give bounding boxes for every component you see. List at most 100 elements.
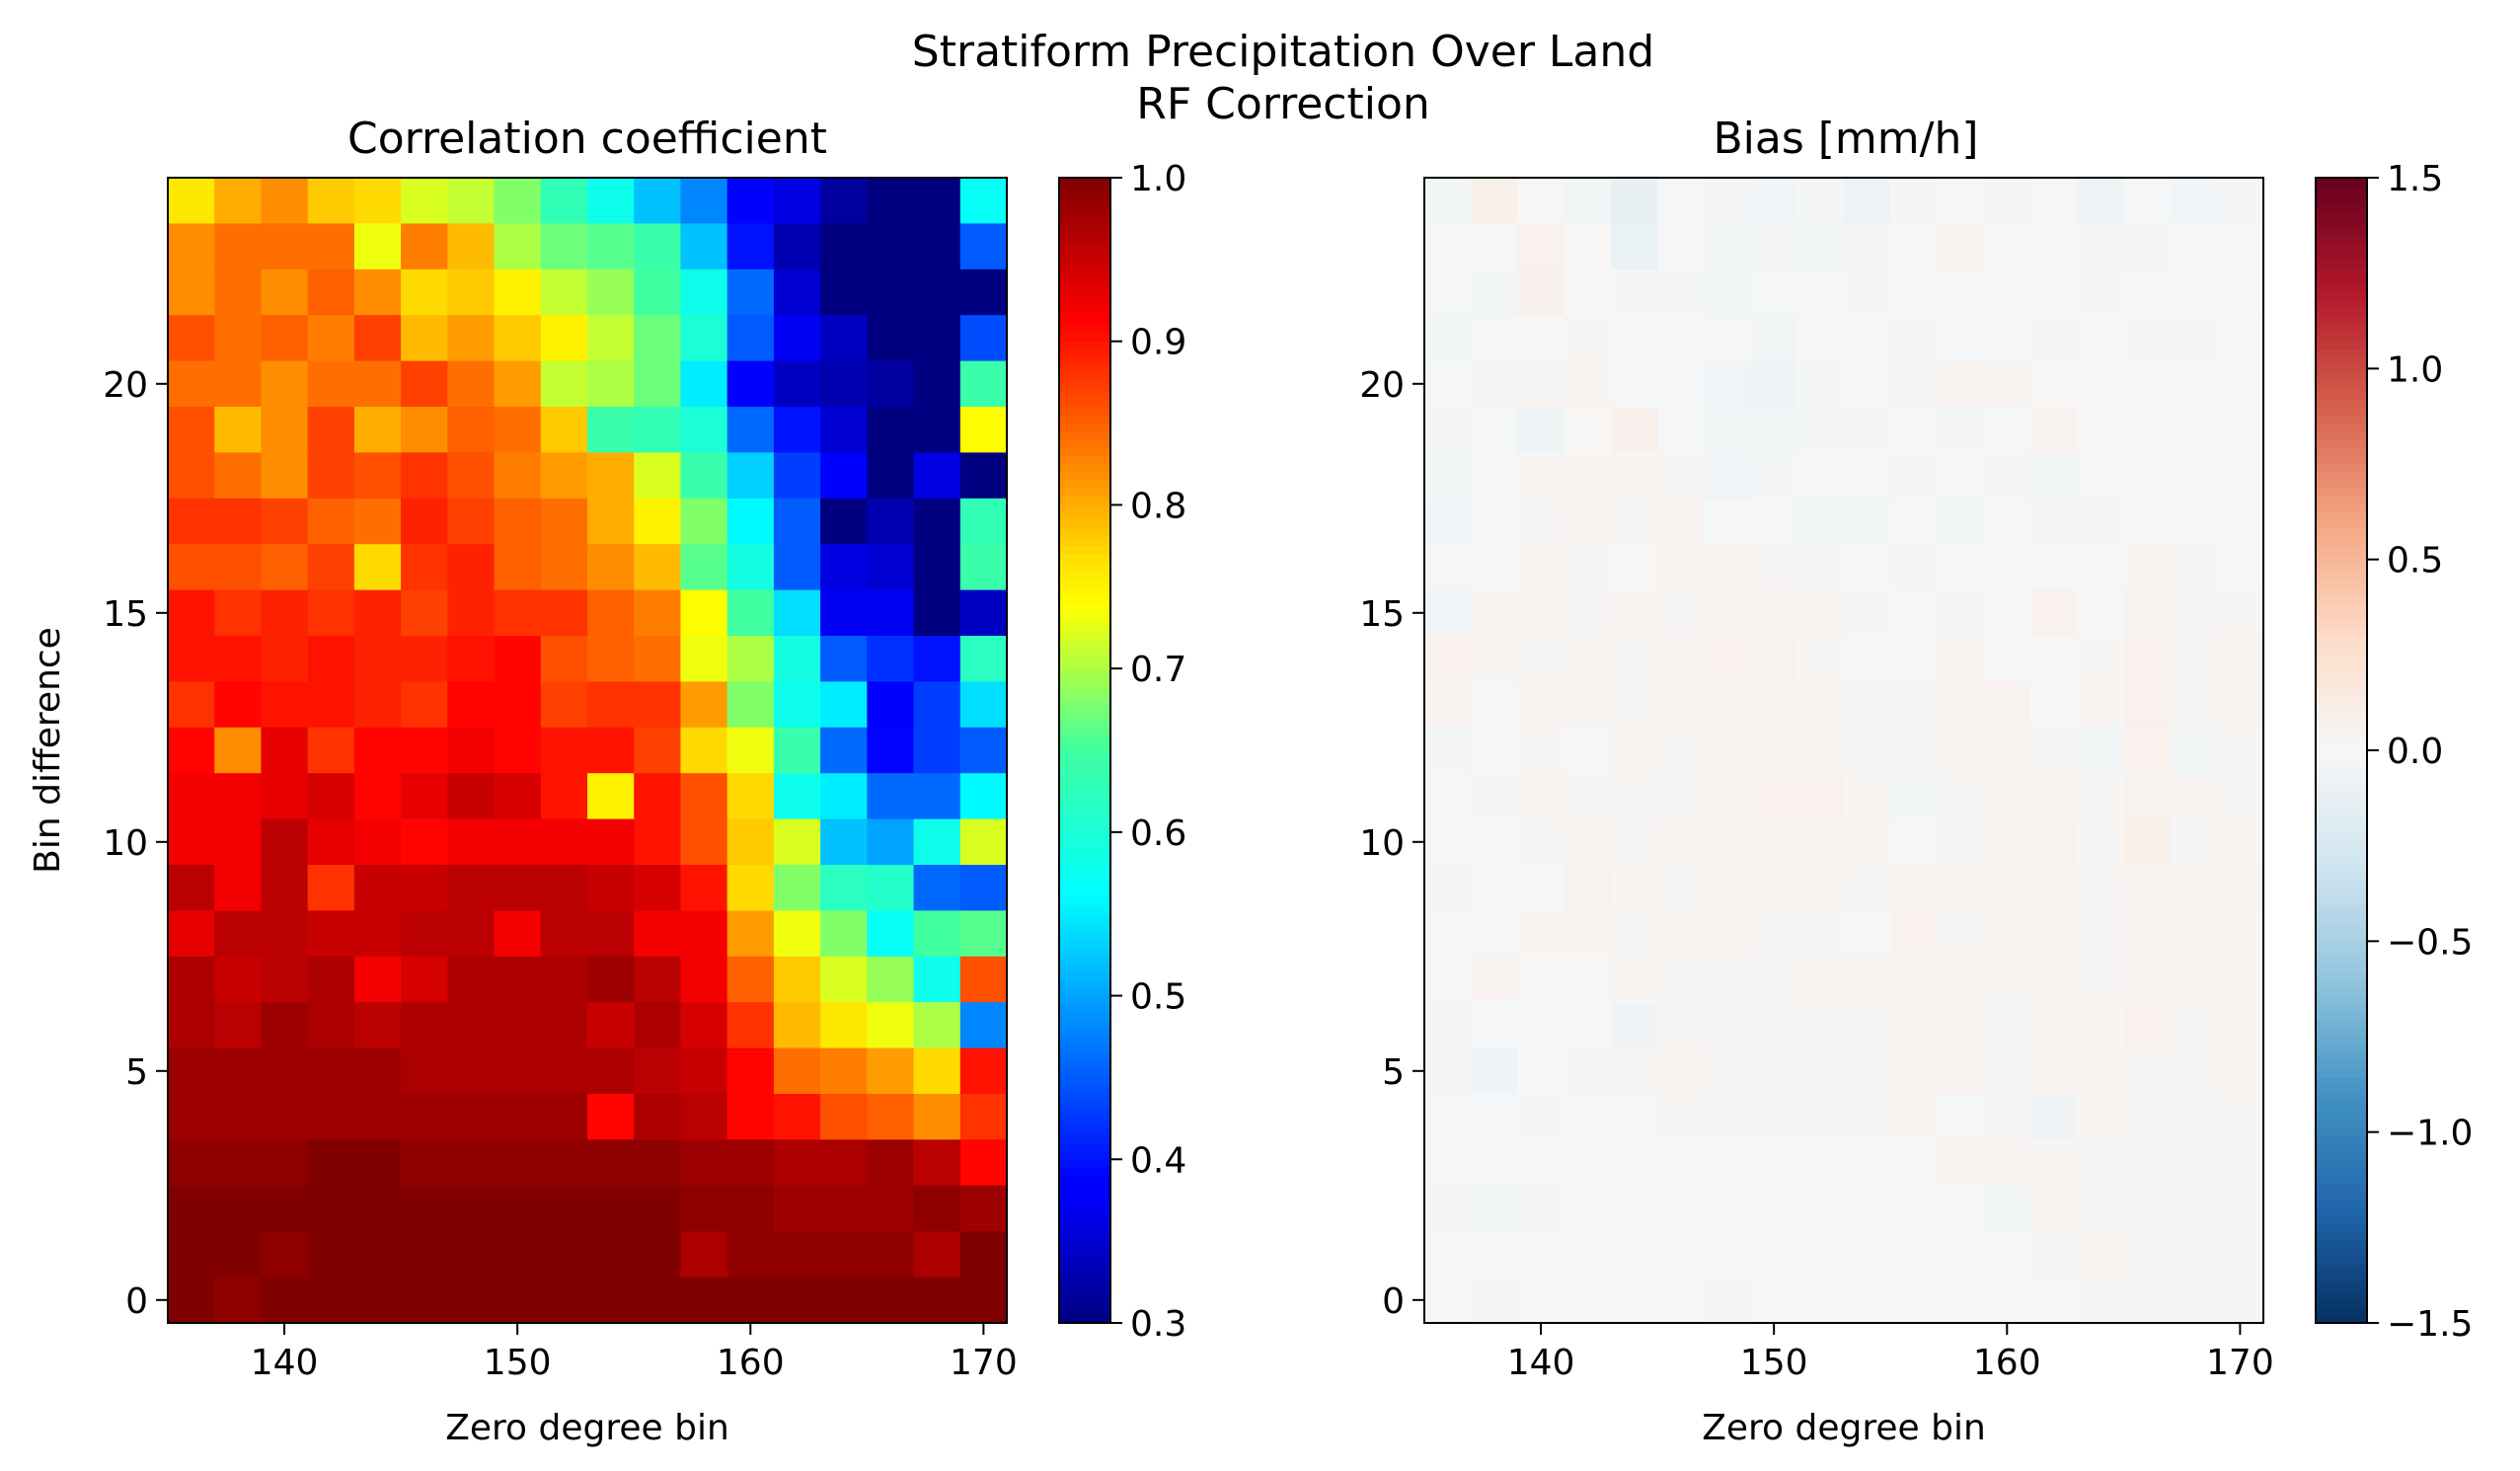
bias-cell xyxy=(1796,956,1845,1003)
bias-cell xyxy=(1750,910,1798,958)
bias-cell xyxy=(1704,727,1752,774)
bias-cell xyxy=(1517,544,1565,591)
correlation-colorbar-segment xyxy=(1059,512,1110,522)
bias-cell xyxy=(2216,818,2264,866)
bias-colorbar-segment xyxy=(2316,676,2367,686)
bias-cell xyxy=(1517,636,1565,682)
correlation-cell xyxy=(680,223,728,271)
bias-panel: Bias [mm/h] 140 150 160 170 0 5 10 15 20 Zero d… xyxy=(1359,114,2473,1448)
bias-cell xyxy=(1750,407,1798,453)
bias-cell xyxy=(1424,1231,1472,1278)
correlation-cell xyxy=(726,818,775,866)
correlation-cell xyxy=(401,223,448,271)
bias-cell xyxy=(2077,910,2124,958)
bias-cell xyxy=(1983,865,2031,911)
bias-cell xyxy=(1937,269,1985,316)
bias-colorbar-segment xyxy=(2316,1175,2367,1185)
correlation-cell xyxy=(634,269,682,316)
bias-cell xyxy=(2077,407,2124,453)
correlation-cell xyxy=(726,773,775,820)
bias-cell xyxy=(1517,178,1565,224)
correlation-colorbar-segment xyxy=(1059,1241,1110,1251)
correlation-cell xyxy=(401,1185,448,1232)
bias-cell xyxy=(1796,223,1845,271)
bias-cell xyxy=(1983,269,2031,316)
bias-cell xyxy=(1657,223,1705,271)
bias-cell xyxy=(1471,498,1519,545)
bias-cell xyxy=(2123,269,2172,316)
bias-cell xyxy=(1750,178,1798,224)
bias-cell xyxy=(2170,681,2218,729)
correlation-cell xyxy=(353,452,402,500)
correlation-cell xyxy=(820,360,868,408)
bias-cell xyxy=(1471,589,1519,637)
bias-cell xyxy=(1704,589,1752,637)
correlation-colorbar-segment xyxy=(1059,341,1110,350)
correlation-cell xyxy=(494,910,542,958)
bias-colorbar-segment xyxy=(2316,987,2367,997)
correlation-cell xyxy=(168,498,215,545)
bias-cell xyxy=(2216,1277,2264,1324)
correlation-cell xyxy=(447,544,496,591)
bias-cell xyxy=(2077,315,2124,362)
bias-cell xyxy=(2170,1094,2218,1140)
bias-y-tick-label: 5 xyxy=(1382,1052,1405,1093)
bias-colorbar-segment xyxy=(2316,1069,2367,1079)
bias-cell xyxy=(1890,1002,1939,1049)
bias-cell xyxy=(1844,315,1891,362)
bias-colorbar-segment xyxy=(2316,741,2367,751)
correlation-cell xyxy=(634,865,682,911)
correlation-colorbar-segment xyxy=(1059,455,1110,465)
bias-cell xyxy=(1657,865,1705,911)
correlation-cell xyxy=(540,681,588,729)
correlation-cell xyxy=(447,818,496,866)
correlation-colorbar-segment xyxy=(1059,218,1110,228)
bias-colorbar-segment xyxy=(2316,488,2367,498)
correlation-cell xyxy=(494,452,542,500)
bias-cell xyxy=(1424,1139,1472,1187)
bias-cell xyxy=(1610,452,1658,500)
correlation-cell xyxy=(680,1047,728,1095)
bias-cell xyxy=(2170,727,2218,774)
bias-colorbar-tick-label: −1.5 xyxy=(2387,1304,2473,1345)
correlation-cell xyxy=(261,636,309,682)
correlation-cell xyxy=(307,818,355,866)
bias-cell xyxy=(2216,1094,2264,1140)
bias-cell xyxy=(2029,1002,2078,1049)
correlation-cell xyxy=(494,1277,542,1324)
bias-cell xyxy=(1424,818,1472,866)
correlation-cell xyxy=(353,636,402,682)
correlation-cell xyxy=(494,681,542,729)
correlation-cell xyxy=(353,178,402,224)
correlation-colorbar-segment xyxy=(1059,1060,1110,1070)
correlation-cell xyxy=(540,1002,588,1049)
correlation-cell xyxy=(168,956,215,1003)
bias-colorbar-segment xyxy=(2316,554,2367,564)
bias-colorbar-segment xyxy=(2316,178,2367,188)
bias-cell xyxy=(1564,1094,1612,1140)
bias-cell xyxy=(2029,773,2078,820)
bias-cell xyxy=(1517,865,1565,911)
bias-cell xyxy=(1983,1277,2031,1324)
correlation-cell xyxy=(913,1185,961,1232)
bias-colorbar-segment xyxy=(2316,1314,2367,1324)
correlation-title: Correlation coefficient xyxy=(347,114,827,164)
correlation-cell xyxy=(447,1139,496,1187)
correlation-colorbar-segment xyxy=(1059,774,1110,784)
bias-cell xyxy=(1796,178,1845,224)
bias-colorbar-segment xyxy=(2316,316,2367,326)
correlation-cell xyxy=(353,223,402,271)
bias-colorbar-tick-label: −1.0 xyxy=(2387,1114,2473,1154)
bias-cell xyxy=(1890,865,1939,911)
bias-cell xyxy=(1796,1277,1845,1324)
correlation-cell xyxy=(401,589,448,637)
correlation-cell xyxy=(494,315,542,362)
correlation-cell xyxy=(261,727,309,774)
bias-cell xyxy=(1750,1185,1798,1232)
correlation-cell xyxy=(726,727,775,774)
bias-colorbar-segment xyxy=(2316,1184,2367,1194)
correlation-cell xyxy=(261,178,309,224)
bias-cell xyxy=(1610,727,1658,774)
correlation-cell xyxy=(447,865,496,911)
bias-cell xyxy=(2170,1002,2218,1049)
